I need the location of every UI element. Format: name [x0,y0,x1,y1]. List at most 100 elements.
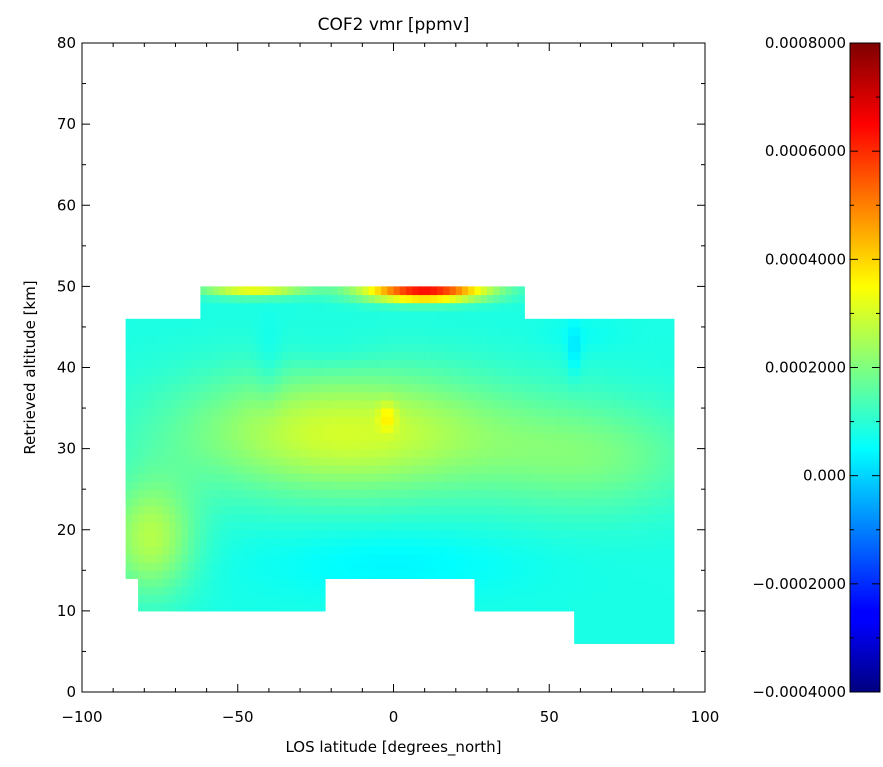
heatmap-cell [599,335,606,344]
heatmap-cell [661,537,669,547]
heatmap-cell [505,545,513,555]
heatmap-cell [262,310,270,320]
heatmap-cell [256,505,264,515]
heatmap-cell [574,594,581,604]
heatmap-cell [599,545,606,555]
heatmap-cell [636,367,644,377]
heatmap-cell [243,432,251,442]
heatmap-cell [231,343,239,352]
heatmap-cell [617,594,625,604]
heatmap-cell [356,554,363,563]
heatmap-cell [212,286,220,296]
heatmap-cell [493,351,501,360]
heatmap-cell [374,562,382,571]
heatmap-cell [555,326,563,336]
heatmap-cell [268,513,276,523]
heatmap-cell [181,578,189,588]
heatmap-cell [162,432,170,442]
heatmap-cell [630,570,638,580]
heatmap-cell [156,408,164,417]
heatmap-cell [187,594,195,604]
heatmap-cell [418,302,426,312]
heatmap-cell [449,440,457,450]
heatmap-cell [592,383,600,393]
heatmap-cell [293,602,301,612]
heatmap-cell [642,424,650,433]
heatmap-cell [225,537,233,547]
heatmap-cell [624,424,631,433]
heatmap-cell [624,562,631,571]
heatmap-cell [418,391,426,401]
heatmap-cell [343,570,351,580]
heatmap-cell [555,456,563,466]
heatmap-cell [206,529,214,539]
heatmap-cell [225,472,233,482]
heatmap-cell [555,545,563,555]
heatmap-cell [231,359,239,369]
x-tick-label: −50 [222,708,254,726]
heatmap-cell [567,318,575,328]
heatmap-cell [462,391,469,401]
heatmap-cell [567,513,575,523]
heatmap-cell [493,399,501,409]
heatmap-cell [237,594,245,604]
heatmap-cell [449,481,457,490]
heatmap-cell [424,440,432,450]
heatmap-cell [642,602,650,612]
heatmap-cell [156,513,164,523]
heatmap-cell [580,529,588,539]
heatmap-cell [468,351,476,360]
heatmap-cell [144,521,152,531]
heatmap-cell [206,416,214,425]
heatmap-cell [536,505,544,515]
heatmap-cell [237,456,245,466]
heatmap-cell [212,294,220,304]
heatmap-cell [243,286,251,296]
heatmap-cell [237,432,245,442]
heatmap-cell [443,472,451,482]
heatmap-cell [362,440,370,450]
heatmap-cell [194,472,201,482]
heatmap-cell [511,586,519,596]
heatmap-cell [455,481,463,490]
heatmap-cell [574,618,581,628]
heatmap-cell [474,464,482,474]
heatmap-cell [368,529,376,539]
heatmap-cell [480,375,488,385]
heatmap-cell [630,408,638,417]
heatmap-cell [243,554,251,563]
heatmap-cell [262,529,270,539]
heatmap-cell [225,351,233,360]
heatmap-cell [511,310,519,320]
heatmap-cell [281,302,289,312]
heatmap-cell [468,302,476,312]
colorbar-tick-label: −0.0002000 [752,575,846,593]
heatmap-cell [586,408,594,417]
heatmap-cell [312,513,320,523]
heatmap-cell [642,489,650,498]
heatmap-cell [187,570,195,580]
heatmap-cell [175,545,183,555]
heatmap-cell [306,472,314,482]
heatmap-cell [381,359,388,369]
heatmap-cell [156,326,164,336]
heatmap-cell [324,318,332,328]
heatmap-cell [530,464,538,474]
heatmap-cell [144,416,152,425]
heatmap-cell [250,383,258,393]
heatmap-cell [636,570,644,580]
heatmap-cell [636,448,644,458]
heatmap-cell [131,416,139,425]
heatmap-cell [275,472,282,482]
heatmap-cell [156,578,164,588]
heatmap-cell [293,448,301,458]
heatmap-cell [530,391,538,401]
heatmap-cell [181,570,189,580]
heatmap-cell [144,489,152,498]
heatmap-cell [162,513,170,523]
heatmap-cell [648,627,656,636]
heatmap-cell [430,416,438,425]
heatmap-cell [493,586,501,596]
heatmap-cell [412,286,420,296]
heatmap-cell [337,408,345,417]
